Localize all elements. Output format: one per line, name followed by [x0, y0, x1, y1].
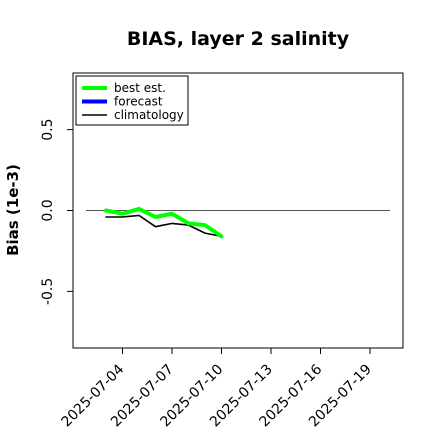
chart-title: BIAS, layer 2 salinity: [127, 28, 350, 50]
legend-label: forecast: [114, 95, 163, 109]
y-tick-label: 0.0: [40, 199, 56, 221]
series-layer: [104, 206, 224, 239]
legend-label: climatology: [114, 108, 184, 122]
legend-label: best est.: [114, 81, 166, 95]
series-line-climatology: [105, 214, 223, 238]
y-axis-label: Bias (1e-3): [4, 164, 22, 256]
series-line-best-est: [104, 206, 224, 239]
y-tick-label: -0.5: [40, 278, 56, 305]
x-axis: 2025-07-042025-07-072025-07-102025-07-13…: [58, 348, 375, 430]
y-axis: 0.5 0.0 -0.5: [40, 118, 73, 305]
y-tick-label: 0.5: [40, 118, 56, 140]
